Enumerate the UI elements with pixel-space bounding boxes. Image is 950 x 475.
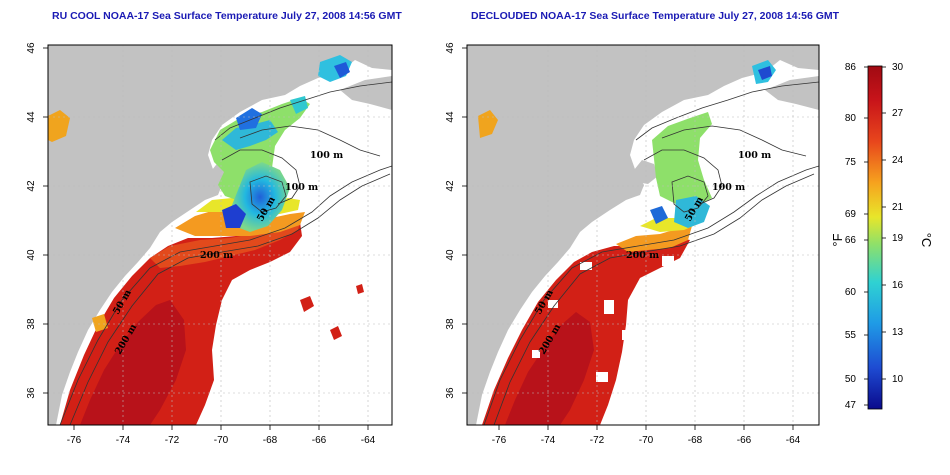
contour-label: 100 m xyxy=(712,182,745,193)
lon-tick: -66 xyxy=(737,435,752,446)
map-frame-declouded xyxy=(466,44,820,426)
colorbar-f-tick: 55 xyxy=(845,330,857,341)
lon-tick: -70 xyxy=(639,435,654,446)
map-title-raw: RU COOL NOAA-17 Sea Surface Temperature … xyxy=(52,10,402,22)
cool-water xyxy=(210,98,310,206)
colorbar-gradient xyxy=(867,65,883,410)
lon-tick: -68 xyxy=(688,435,703,446)
map-frame-raw xyxy=(47,44,393,426)
colorbar-f-label: °F xyxy=(830,233,845,246)
lat-tick: 44 xyxy=(445,111,456,123)
colorbar-f-tick: 75 xyxy=(845,157,857,168)
lon-tick: -68 xyxy=(263,435,278,446)
lon-tick: -76 xyxy=(67,435,82,446)
colorbar-c-tick: 10 xyxy=(892,374,904,385)
lat-tick: 36 xyxy=(26,387,37,399)
map-title-declouded: DECLOUDED NOAA-17 Sea Surface Temperatur… xyxy=(471,10,840,22)
lon-tick: -74 xyxy=(541,435,556,446)
lat-tick: 46 xyxy=(26,42,37,54)
colorbar-f-tick: 69 xyxy=(845,209,857,220)
contour-label: 200 m xyxy=(626,250,659,261)
colorbar: 86 80 75 69 66 60 55 50 47 30 27 24 21 1… xyxy=(830,62,934,411)
lon-tick: -72 xyxy=(165,435,180,446)
lat-axis-declouded: 46 44 42 40 38 36 xyxy=(445,42,467,399)
lat-tick: 42 xyxy=(445,180,456,192)
colorbar-f-tick: 80 xyxy=(845,113,857,124)
lat-tick: 42 xyxy=(26,180,37,192)
colorbar-c-tick: 19 xyxy=(892,233,904,244)
colorbar-f-tick: 60 xyxy=(845,287,857,298)
land-mass xyxy=(467,45,819,425)
lon-tick: -76 xyxy=(492,435,507,446)
contour-label: 200 m xyxy=(200,250,233,261)
colorbar-c-tick: 13 xyxy=(892,327,904,338)
lat-tick: 40 xyxy=(26,249,37,261)
cool-water xyxy=(652,112,712,206)
lon-tick: -64 xyxy=(361,435,376,446)
colorbar-c-tick: 21 xyxy=(892,202,904,213)
colorbar-c-tick: 24 xyxy=(892,155,904,166)
colorbar-c-tick: 16 xyxy=(892,280,904,291)
colorbar-f-tick: 66 xyxy=(845,235,857,246)
colorbar-f-tick: 50 xyxy=(845,374,857,385)
contour-label: 100 m xyxy=(285,182,318,193)
lat-tick: 46 xyxy=(445,42,456,54)
lon-axis-declouded: -76 -74 -72 -70 -68 -66 -64 xyxy=(492,425,801,446)
contour-label: 100 m xyxy=(738,150,771,161)
map-panel-raw: 100 m 100 m 50 m 200 m 50 m 200 m xyxy=(48,45,392,425)
lat-tick: 38 xyxy=(26,318,37,330)
lon-tick: -66 xyxy=(312,435,327,446)
lat-tick: 40 xyxy=(445,249,456,261)
land-mass xyxy=(48,45,392,425)
lon-tick: -64 xyxy=(786,435,801,446)
lon-axis-raw: -76 -74 -72 -70 -68 -66 -64 xyxy=(67,425,376,446)
lat-tick: 44 xyxy=(26,111,37,123)
contour-label: 100 m xyxy=(310,150,343,161)
colorbar-c-tick: 30 xyxy=(892,62,904,73)
map-panel-declouded: 100 m 100 m 50 m 200 m 50 m 200 m xyxy=(467,45,819,425)
colorbar-f-tick: 86 xyxy=(845,62,857,73)
lat-tick: 36 xyxy=(445,387,456,399)
lon-tick: -72 xyxy=(590,435,605,446)
lon-tick: -70 xyxy=(214,435,229,446)
colorbar-f-tick: 47 xyxy=(845,400,857,411)
lat-tick: 38 xyxy=(445,318,456,330)
lat-axis-raw: 46 44 42 40 38 36 xyxy=(26,42,48,399)
lon-tick: -74 xyxy=(116,435,131,446)
colorbar-c-label: °C xyxy=(919,233,934,248)
colorbar-c-tick: 27 xyxy=(892,108,904,119)
